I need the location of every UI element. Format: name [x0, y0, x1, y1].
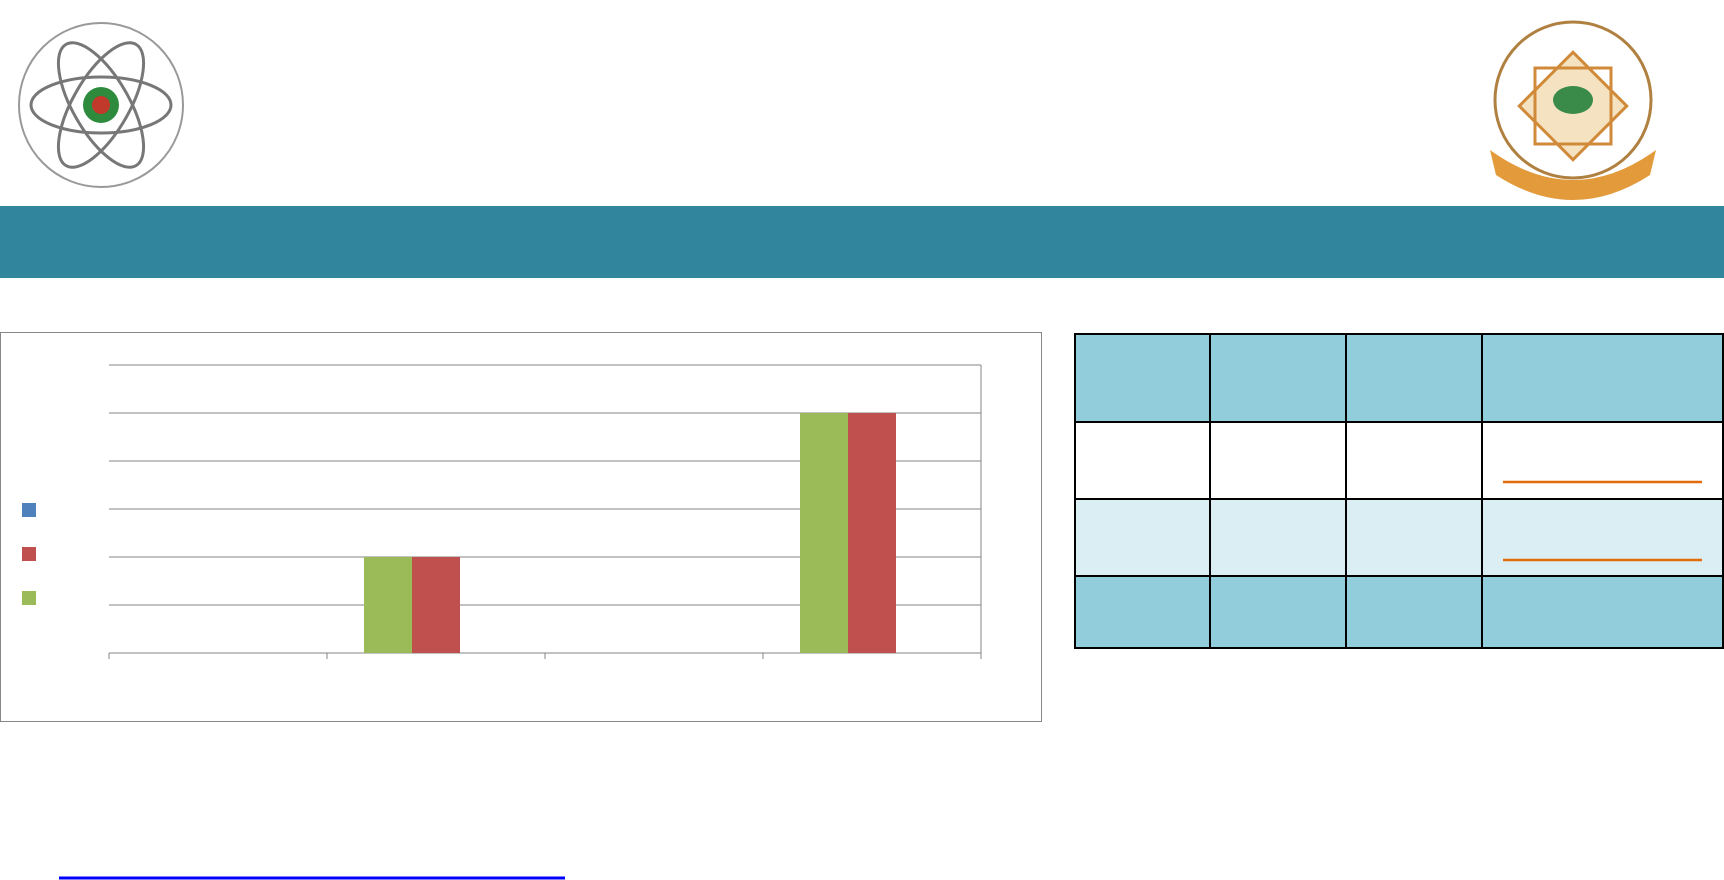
table [1074, 333, 1724, 649]
plot-area [22, 364, 982, 659]
bar [848, 413, 896, 653]
legend-swatch [22, 503, 36, 517]
bar [800, 413, 848, 653]
table-border [1074, 333, 1724, 649]
table-row [1075, 422, 1723, 499]
college-logo [18, 22, 184, 188]
table-row [1075, 576, 1723, 648]
bar [364, 557, 412, 653]
table-header [1075, 334, 1723, 422]
university-logo [1490, 20, 1656, 200]
table-row [1075, 499, 1723, 576]
legend-swatch [22, 591, 36, 605]
bar [412, 557, 460, 653]
banner [0, 206, 1724, 278]
legend-swatch [22, 547, 36, 561]
